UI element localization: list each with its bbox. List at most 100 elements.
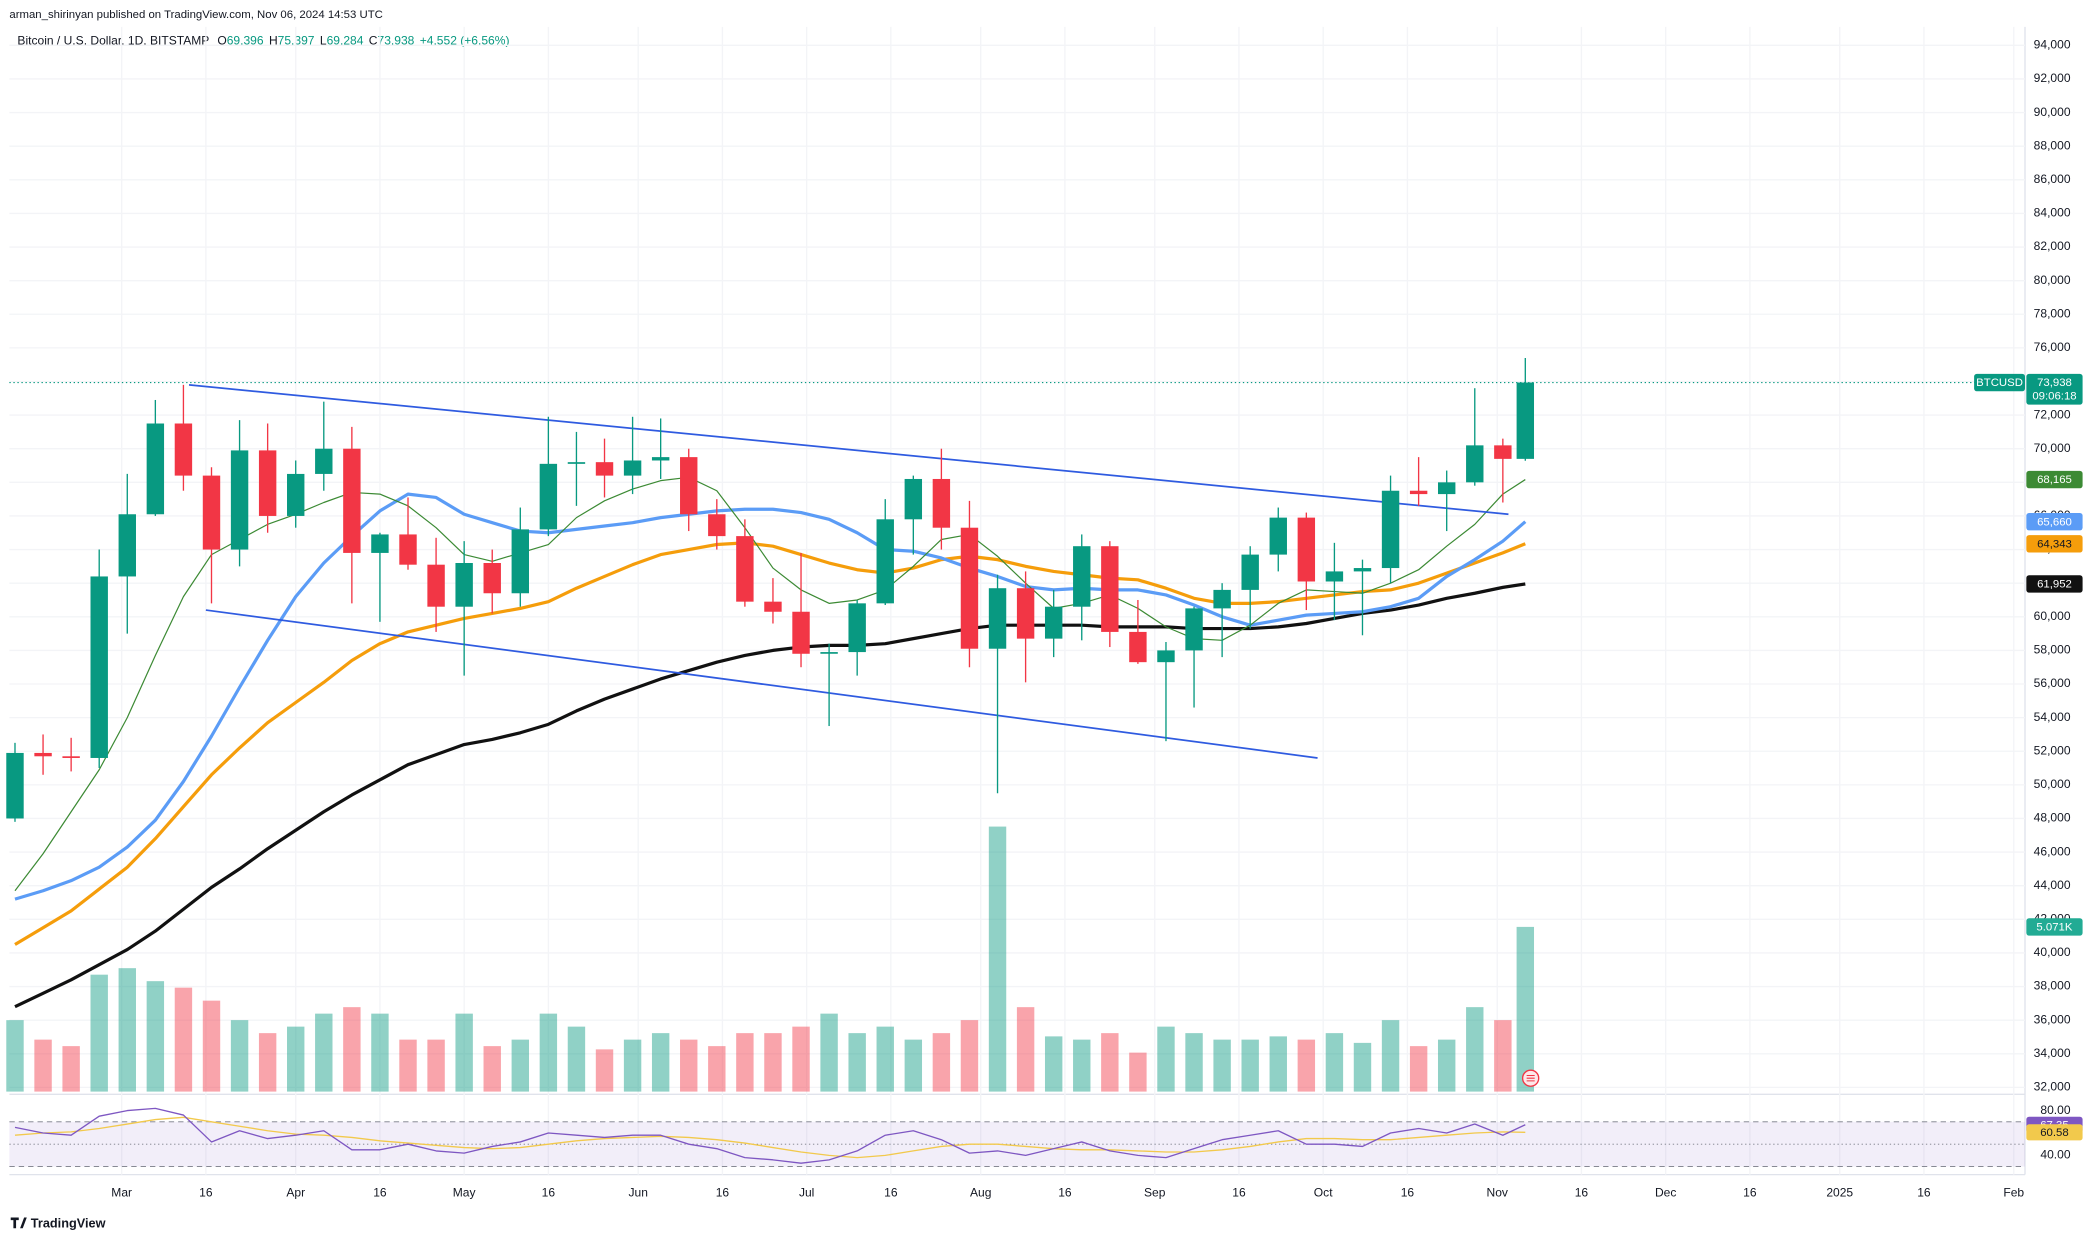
ma-last-label-box	[2026, 512, 2083, 531]
volume-bar	[483, 1046, 501, 1092]
volume-bar	[1437, 1039, 1456, 1092]
volume-bar	[904, 1039, 923, 1092]
candle-body	[708, 514, 726, 537]
x-tick-label: Jun	[628, 1186, 647, 1200]
x-tick-label: Mar	[111, 1186, 132, 1200]
x-tick-label: 16	[1743, 1186, 1757, 1200]
x-tick-label: 16	[1058, 1186, 1072, 1200]
countdown-label: 09:06:18	[2032, 391, 2076, 403]
candle-body	[34, 752, 52, 757]
volume-bar	[1325, 1033, 1344, 1092]
volume-bar	[567, 1026, 586, 1092]
candle-body	[146, 423, 165, 515]
y-tick-label: 70,000	[2034, 441, 2071, 455]
brand-name: TradingView	[31, 1216, 106, 1231]
volume-bar	[90, 974, 108, 1092]
candle-body	[1516, 382, 1535, 459]
candle-body	[90, 576, 108, 758]
x-tick-label: Jul	[799, 1186, 814, 1200]
volume-bar	[736, 1033, 754, 1092]
ohlc-key: L	[320, 34, 327, 48]
symbol-box	[1974, 373, 2025, 392]
x-tick-label: 16	[1232, 1186, 1246, 1200]
rsi-line	[14, 1107, 1526, 1164]
volume-bar	[399, 1039, 417, 1092]
candle-body	[932, 478, 951, 528]
x-tick-label: Feb	[2003, 1186, 2024, 1200]
moving-average	[14, 492, 1527, 901]
candle-body	[62, 756, 80, 758]
x-tick-label: 16	[1917, 1186, 1931, 1200]
candle-body	[988, 588, 1007, 649]
volume-bar	[1073, 1039, 1091, 1092]
x-tick-label: Sep	[1144, 1186, 1166, 1200]
volume-bar	[258, 1033, 277, 1092]
candle-body	[1466, 445, 1484, 483]
ma-last-label: 61,952	[2037, 579, 2072, 591]
candle-body	[118, 514, 136, 577]
volume-bar	[1516, 926, 1535, 1092]
volume-bar	[848, 1033, 866, 1092]
rsi-ma-last-label: 60.58	[2040, 1127, 2068, 1139]
candle-body	[343, 448, 361, 553]
candle-body	[371, 534, 389, 553]
volume-bar	[1494, 1020, 1512, 1092]
y-tick-label: 92,000	[2034, 71, 2071, 85]
candle-body	[1381, 490, 1400, 569]
y-tick-label: 38,000	[2034, 979, 2071, 993]
candle-body	[595, 462, 614, 476]
candle-body	[455, 563, 473, 607]
x-tick-label: 16	[373, 1186, 387, 1200]
volume-bar	[539, 1013, 558, 1092]
volume-bar	[230, 1020, 249, 1092]
volume-bar	[651, 1033, 670, 1092]
y-tick-label: 56,000	[2034, 676, 2071, 690]
candle-body	[6, 752, 24, 819]
x-tick-label: Apr	[286, 1186, 305, 1200]
candle-body	[1325, 571, 1344, 582]
x-tick-label: Aug	[970, 1186, 991, 1200]
y-tick-label: 72,000	[2034, 407, 2071, 421]
moving-average	[14, 541, 1526, 946]
candle-body	[876, 519, 894, 604]
volume-bar	[1409, 1046, 1428, 1092]
candle-body	[1213, 589, 1231, 609]
candle-body	[1269, 517, 1287, 555]
volume-bar	[1381, 1020, 1400, 1092]
candle-body	[1129, 631, 1147, 663]
candle-body	[483, 563, 501, 594]
candle-body	[202, 475, 221, 550]
symbol-label: BTCUSD	[1976, 377, 2023, 389]
y-tick-label: 32,000	[2034, 1080, 2071, 1094]
volume-bar	[202, 1000, 221, 1092]
volume-bar	[371, 1013, 389, 1092]
y-tick-label: 48,000	[2034, 811, 2071, 825]
volume-bar	[1269, 1036, 1287, 1092]
rsi-ma-line	[14, 1116, 1526, 1159]
y-tick-label: 36,000	[2034, 1012, 2071, 1026]
candle-body	[1494, 445, 1512, 459]
ohlc-key: H	[269, 34, 278, 48]
candle-body	[848, 603, 866, 653]
volume-bar	[876, 1026, 894, 1092]
x-tick-label: 16	[1575, 1186, 1589, 1200]
candle-body	[651, 457, 670, 461]
candle-body	[792, 611, 810, 654]
ma-last-label-box	[2026, 470, 2083, 489]
candle-body	[1185, 608, 1203, 651]
y-tick-label: 58,000	[2034, 643, 2071, 657]
y-tick-label: 40,000	[2034, 945, 2071, 959]
y-tick-label: 76,000	[2034, 340, 2071, 354]
volume-bar	[1016, 1007, 1035, 1092]
candle-body	[1353, 568, 1372, 572]
rsi-ma-last-label-box	[2026, 1124, 2083, 1141]
volume-bar	[1157, 1026, 1175, 1092]
volume-bar	[792, 1026, 810, 1092]
volume-bar	[287, 1026, 305, 1092]
x-tick-label: May	[453, 1186, 476, 1200]
ohlc-value: 73,938	[378, 34, 415, 48]
rsi-tick-label: 40.00	[2040, 1148, 2070, 1162]
volume-bar	[1241, 1039, 1259, 1092]
y-tick-label: 88,000	[2034, 138, 2071, 152]
candle-body	[567, 462, 586, 464]
